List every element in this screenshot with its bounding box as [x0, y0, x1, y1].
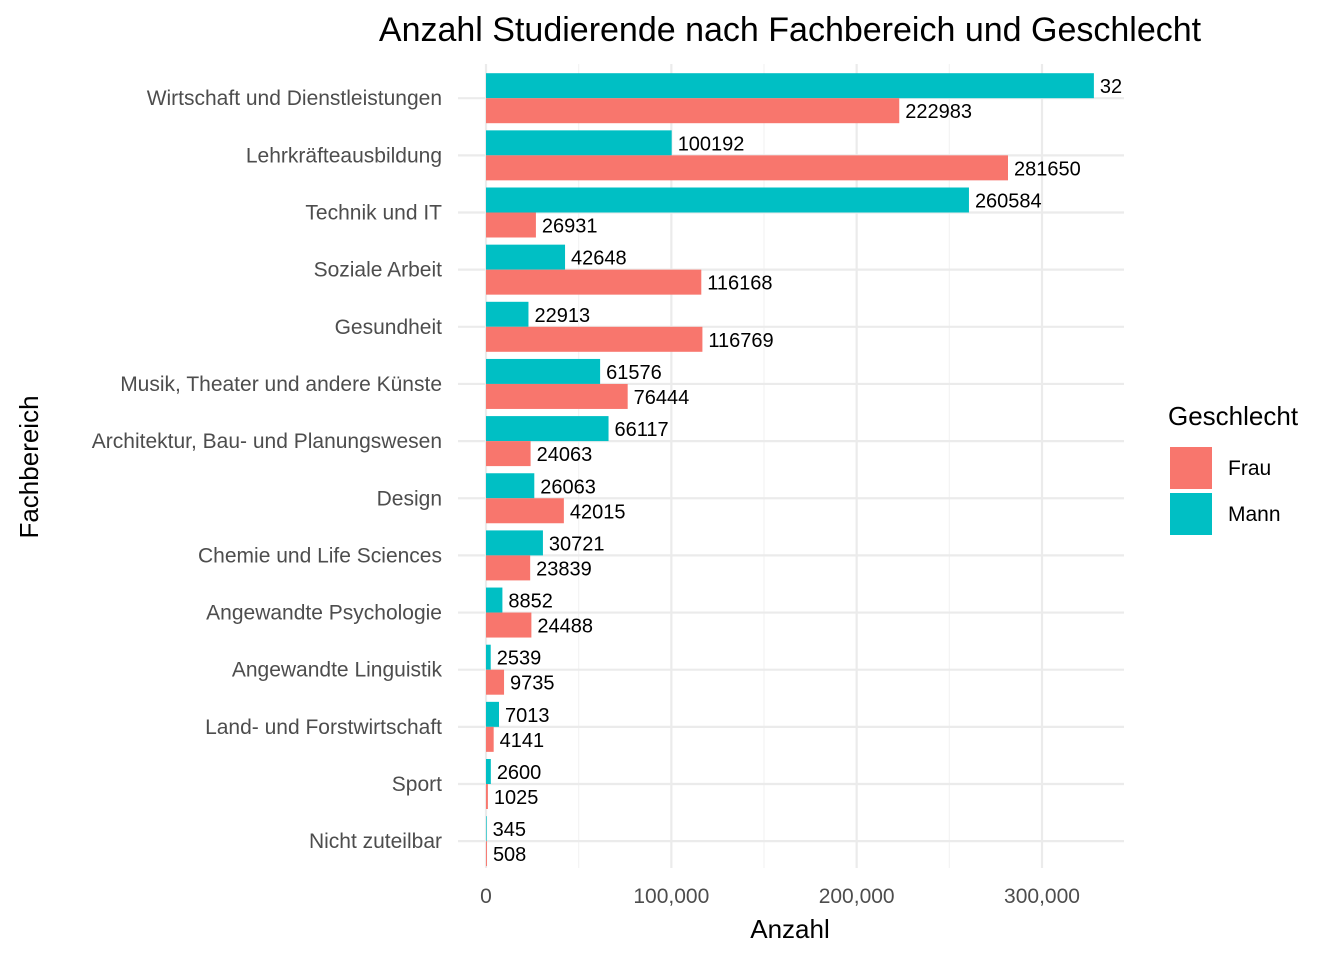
data-label-mann-land-und-forstwirtschaft: 7013: [505, 705, 550, 727]
data-label-mann-technik-und-it: 260584: [975, 191, 1042, 213]
data-label-mann-angewandte-psychologie: 8852: [508, 591, 553, 613]
bar-mann-angewandte-psychologie: [486, 587, 503, 613]
y-axis-title: Fachbereich: [14, 395, 44, 538]
data-label-frau-soziale-arbeit: 116168: [707, 273, 772, 295]
data-label-frau-design: 42015: [570, 501, 626, 523]
bar-mann-chemie-und-life-sciences: [486, 530, 543, 556]
data-label-frau-architektur-bau-und-planungswesen: 24063: [537, 444, 593, 466]
bar-mann-musik-theater-und-andere-kuenste: [486, 358, 601, 384]
bar-frau-chemie-und-life-sciences: [486, 555, 531, 581]
x-axis-title: Anzahl: [750, 914, 830, 944]
bar-frau-nicht-zuteilbar: [486, 841, 487, 867]
bar-frau-land-und-forstwirtschaft: [486, 726, 494, 752]
legend-title: Geschlecht: [1168, 401, 1299, 431]
bar-mann-land-und-forstwirtschaft: [486, 701, 499, 727]
bar-frau-design: [486, 498, 564, 524]
data-label-mann-soziale-arbeit: 42648: [571, 248, 627, 270]
x-tick-label: 100,000: [633, 885, 709, 908]
data-label-frau-technik-und-it: 26931: [542, 216, 598, 238]
y-tick-label-architektur-bau-und-planungswesen: Architektur, Bau- und Planungswesen: [92, 430, 442, 453]
bar-frau-soziale-arbeit: [486, 269, 702, 295]
bar-frau-wirtschaft-und-dienstleistungen: [486, 98, 900, 124]
bar-frau-angewandte-psychologie: [486, 612, 532, 638]
data-label-mann-sport: 2600: [497, 762, 542, 784]
bar-mann-gesundheit: [486, 301, 529, 327]
x-tick-label: 300,000: [1004, 885, 1080, 908]
data-labels: 32 222983 100192 281650 260584 26931 42648 1161…: [493, 76, 1123, 866]
bar-frau-musik-theater-und-andere-kuenste: [486, 383, 628, 409]
data-label-mann-angewandte-linguistik: 2539: [497, 648, 542, 670]
bar-mann-wirtschaft-und-dienstleistungen: [486, 73, 1094, 99]
x-tick-label: 0: [480, 885, 492, 908]
data-label-mann-chemie-und-life-sciences: 30721: [549, 533, 605, 555]
data-label-frau-chemie-und-life-sciences: 23839: [536, 558, 592, 580]
legend-label-frau: Frau: [1228, 457, 1271, 480]
bar-mann-nicht-zuteilbar: [486, 816, 487, 842]
y-tick-label-nicht-zuteilbar: Nicht zuteilbar: [309, 830, 442, 853]
bar-mann-soziale-arbeit: [486, 244, 566, 270]
legend: Geschlecht Frau Mann: [1168, 401, 1299, 535]
data-label-mann-gesundheit: 22913: [534, 305, 590, 327]
bar-mann-angewandte-linguistik: [486, 644, 491, 670]
y-tick-label-chemie-und-life-sciences: Chemie und Life Sciences: [198, 544, 442, 567]
y-tick-label-angewandte-linguistik: Angewandte Linguistik: [232, 659, 443, 682]
data-label-mann-wirtschaft-und-dienstleistungen: 32: [1100, 76, 1122, 98]
y-tick-label-musik-theater-und-andere-kuenste: Musik, Theater und andere Künste: [120, 373, 442, 396]
y-tick-label-soziale-arbeit: Soziale Arbeit: [314, 259, 443, 282]
bar-mann-architektur-bau-und-planungswesen: [486, 416, 609, 442]
x-axis-tick-labels: 0 100,000 200,000 300,000: [480, 885, 1080, 908]
bar-frau-sport: [486, 784, 488, 809]
y-tick-label-land-und-forstwirtschaft: Land- und Forstwirtschaft: [205, 716, 442, 739]
bar-frau-technik-und-it: [486, 212, 536, 238]
bar-frau-architektur-bau-und-planungswesen: [486, 441, 531, 467]
data-label-frau-sport: 1025: [494, 787, 539, 809]
y-tick-label-design: Design: [377, 487, 442, 510]
bar-mann-lehrkraefteausbildung: [486, 130, 672, 156]
data-label-frau-wirtschaft-und-dienstleistungen: 222983: [905, 101, 972, 123]
legend-key-mann: [1170, 493, 1212, 535]
x-tick-label: 200,000: [819, 885, 895, 908]
bar-mann-sport: [486, 759, 491, 784]
data-label-frau-angewandte-linguistik: 9735: [510, 673, 555, 695]
legend-key-frau: [1170, 447, 1212, 489]
y-tick-label-technik-und-it: Technik und IT: [305, 202, 442, 225]
bar-frau-lehrkraefteausbildung: [486, 155, 1008, 181]
data-label-frau-nicht-zuteilbar: 508: [493, 844, 526, 866]
bar-frau-gesundheit: [486, 326, 703, 352]
y-tick-label-gesundheit: Gesundheit: [335, 316, 443, 339]
data-label-frau-lehrkraefteausbildung: 281650: [1014, 158, 1081, 180]
data-label-mann-musik-theater-und-andere-kuenste: 61576: [606, 362, 662, 384]
data-label-frau-gesundheit: 116769: [708, 330, 773, 352]
y-tick-label-sport: Sport: [392, 773, 442, 796]
data-label-mann-lehrkraefteausbildung: 100192: [678, 133, 745, 155]
y-tick-label-angewandte-psychologie: Angewandte Psychologie: [206, 602, 442, 625]
bar-mann-design: [486, 473, 535, 499]
data-label-mann-design: 26063: [540, 476, 596, 498]
data-label-frau-musik-theater-und-andere-kuenste: 76444: [634, 387, 690, 409]
y-axis-tick-labels: Wirtschaft und Dienstleistungen Lehrkräft…: [92, 87, 443, 853]
y-tick-label-wirtschaft-und-dienstleistungen: Wirtschaft und Dienstleistungen: [147, 87, 442, 110]
data-label-mann-architektur-bau-und-planungswesen: 66117: [615, 419, 669, 441]
bars: [486, 73, 1094, 867]
data-label-frau-angewandte-psychologie: 24488: [537, 616, 593, 638]
data-label-mann-nicht-zuteilbar: 345: [493, 819, 526, 841]
chart-title: Anzahl Studierende nach Fachbereich und …: [379, 11, 1202, 49]
data-label-frau-land-und-forstwirtschaft: 4141: [500, 730, 545, 752]
bar-frau-angewandte-linguistik: [486, 669, 505, 695]
y-tick-label-lehrkraefteausbildung: Lehrkräfteausbildung: [246, 144, 442, 167]
bar-mann-technik-und-it: [486, 187, 969, 213]
legend-label-mann: Mann: [1228, 503, 1281, 526]
